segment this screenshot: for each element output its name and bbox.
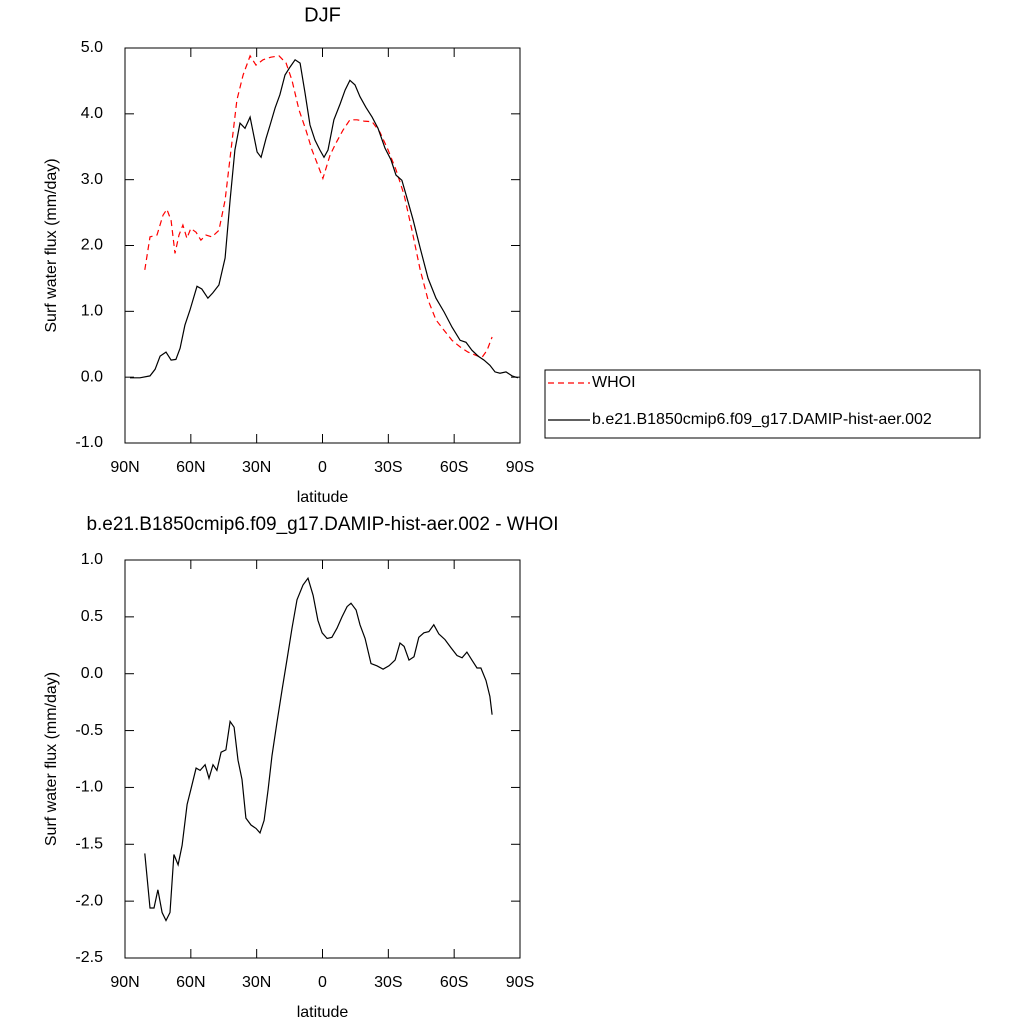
data-line	[130, 58, 519, 379]
chart-title: b.e21.B1850cmip6.f09_g17.DAMIP-hist-aer.…	[86, 514, 558, 535]
x-tick-label: 60N	[176, 974, 205, 991]
y-tick-label: 5.0	[81, 39, 103, 56]
y-tick-label: 3.0	[81, 171, 103, 188]
legend-label: b.e21.B1850cmip6.f09_g17.DAMIP-hist-aer.…	[592, 411, 932, 428]
legend-label: WHOI	[592, 374, 636, 391]
x-tick-label: 90S	[506, 459, 534, 476]
y-tick-label: -1.0	[75, 779, 103, 796]
y-tick-label: 2.0	[81, 237, 103, 254]
x-axis-label: latitude	[297, 1004, 349, 1021]
x-tick-label: 0	[318, 459, 327, 476]
y-tick-label: 1.0	[81, 303, 103, 320]
x-tick-label: 30S	[374, 459, 402, 476]
x-axis-label: latitude	[297, 489, 349, 506]
x-tick-label: 60N	[176, 459, 205, 476]
x-tick-label: 30N	[242, 459, 271, 476]
x-tick-label: 0	[318, 974, 327, 991]
y-axis-label: Surf water flux (mm/day)	[43, 158, 60, 332]
y-tick-label: -1.5	[75, 836, 103, 853]
data-line	[144, 54, 493, 359]
x-tick-label: 90N	[110, 974, 139, 991]
y-tick-label: 0.5	[81, 608, 103, 625]
y-tick-label: 0.0	[81, 368, 103, 385]
y-tick-label: -0.5	[75, 722, 103, 739]
y-tick-label: 4.0	[81, 105, 103, 122]
x-tick-label: 30S	[374, 974, 402, 991]
x-tick-label: 90N	[110, 459, 139, 476]
y-tick-label: 1.0	[81, 551, 103, 568]
y-tick-label: 0.0	[81, 665, 103, 682]
y-tick-label: -1.0	[75, 434, 103, 451]
x-tick-label: 60S	[440, 459, 468, 476]
plot-frame	[124, 47, 521, 444]
legend-box	[544, 369, 981, 439]
x-tick-label: 60S	[440, 974, 468, 991]
x-tick-label: 90S	[506, 974, 534, 991]
y-axis-label: Surf water flux (mm/day)	[43, 672, 60, 846]
y-tick-label: -2.0	[75, 892, 103, 909]
chart-title: DJF	[304, 4, 341, 26]
data-line	[144, 576, 493, 922]
y-tick-label: -2.5	[75, 949, 103, 966]
plot-frame	[124, 559, 521, 959]
x-tick-label: 30N	[242, 974, 271, 991]
